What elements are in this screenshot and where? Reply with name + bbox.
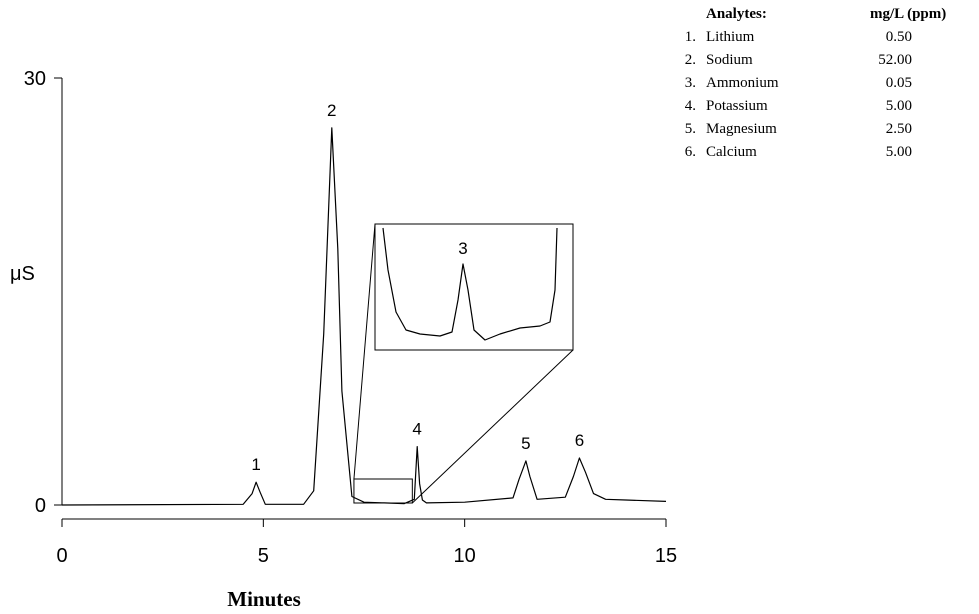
x-tick-label: 15 — [655, 545, 677, 567]
legend-row-number: 4. — [685, 98, 696, 114]
x-axis-label: Minutes — [227, 587, 301, 611]
series-line-0 — [61, 127, 667, 506]
legend-row-number: 1. — [685, 29, 696, 45]
y-tick-label: 30 — [24, 68, 46, 90]
inset-connector-right — [411, 349, 574, 504]
legend-row-value: 0.05 — [886, 75, 912, 91]
legend-row-name: Sodium — [706, 52, 753, 68]
legend-row-name: Lithium — [706, 29, 755, 45]
x-tick-label: 10 — [454, 545, 476, 567]
y-axis-label: μS — [10, 263, 35, 285]
legend-header-analytes: Analytes: — [706, 6, 767, 22]
legend-row-name: Potassium — [706, 98, 768, 114]
analyte-legend: Analytes: mg/L (ppm) 1. Lithium 0.50 2. Sodium… — [685, 6, 947, 160]
peak-label: 5 — [521, 434, 530, 453]
y-tick-label: 0 — [35, 495, 46, 517]
legend-row-name: Calcium — [706, 144, 757, 160]
peak-label: 2 — [327, 101, 336, 120]
legend-row-value: 5.00 — [886, 98, 912, 114]
plot-area — [61, 127, 667, 506]
peak-labels: 1 2 4 5 6 — [251, 101, 584, 474]
legend-row-value: 52.00 — [878, 52, 912, 68]
inset-peak-label: 3 — [458, 239, 467, 258]
legend-row-name: Ammonium — [706, 75, 779, 91]
legend-row-value: 5.00 — [886, 144, 912, 160]
inset-zoom: 3 — [353, 223, 574, 504]
inset-connector-left — [353, 223, 376, 480]
legend-row-number: 5. — [685, 121, 696, 137]
peak-label: 6 — [575, 431, 584, 450]
legend-row-number: 2. — [685, 52, 696, 68]
inset-trace — [382, 227, 558, 341]
legend-row-name: Magnesium — [706, 121, 777, 137]
legend-row-number: 6. — [685, 144, 696, 160]
x-tick-label: 0 — [56, 545, 67, 567]
peak-label: 4 — [412, 420, 421, 439]
legend-header-concentration: mg/L (ppm) — [870, 6, 946, 22]
zoom-region-box — [353, 478, 413, 504]
legend-row-value: 2.50 — [886, 121, 912, 137]
legend-row-number: 3. — [685, 75, 696, 91]
inset-box — [374, 223, 574, 351]
peak-label: 1 — [251, 455, 260, 474]
x-tick-label: 5 — [258, 545, 269, 567]
legend-row-value: 0.50 — [886, 29, 912, 45]
